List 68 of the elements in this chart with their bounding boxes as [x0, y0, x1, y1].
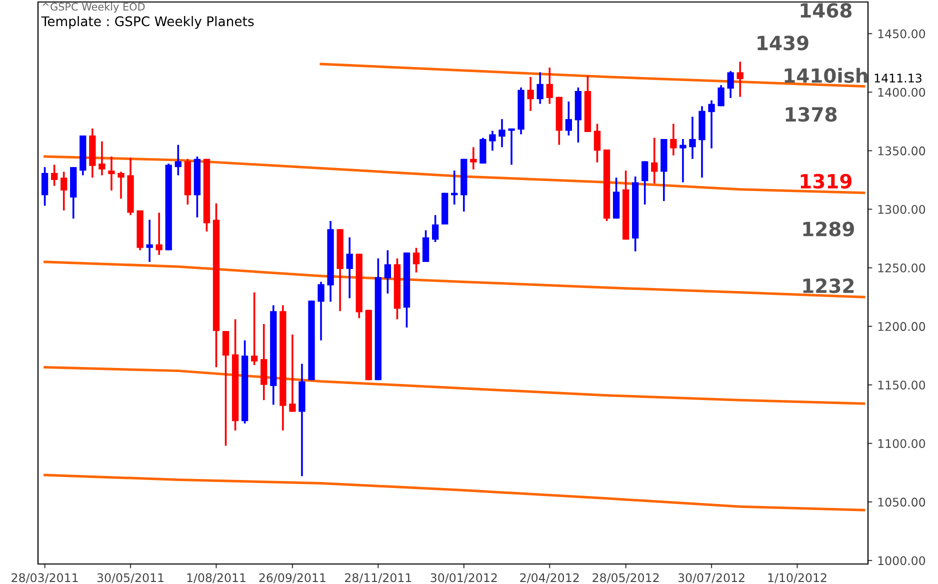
- x-tick-label: 28/03/2011: [12, 573, 78, 584]
- candlestick: [146, 218, 153, 263]
- y-tick-label: 1100.00: [878, 439, 926, 448]
- annotation: 1319: [800, 174, 852, 189]
- candlestick: [50, 164, 58, 187]
- y-tick-label: 1200.00: [878, 322, 926, 331]
- candlestick: [156, 212, 162, 256]
- candlestick: [689, 116, 696, 160]
- line-series: [44, 260, 866, 298]
- text: Template : GSPC Weekly Planets: [41, 16, 254, 29]
- x-tick-label: 2/04/2012: [520, 573, 579, 584]
- annotation: 1439: [758, 36, 808, 50]
- x-tick-label: 28/11/2011: [345, 573, 412, 584]
- y-tick-label: 1250.00: [878, 264, 926, 272]
- candlestick: [60, 170, 68, 212]
- candlestick: [670, 122, 677, 156]
- candlestick: [594, 122, 601, 164]
- candlestick: [289, 334, 296, 413]
- candlestick: [680, 138, 686, 184]
- candlestick: [565, 100, 572, 136]
- candlestick: [736, 60, 744, 98]
- candlestick: [174, 144, 182, 176]
- chart-subtitle: ^GSPC Weekly EOD: [42, 2, 145, 13]
- annotation: 1468: [800, 3, 852, 18]
- candlestick: [489, 130, 496, 152]
- candlestick: [727, 70, 734, 99]
- annotation: 1289: [803, 222, 854, 236]
- annotation: 1232: [803, 278, 854, 294]
- y-tick-label: 1300.00: [878, 204, 926, 214]
- text: 1411.13: [874, 74, 922, 83]
- x-tick-label: 1/08/2011: [187, 573, 246, 584]
- candlestick: [384, 249, 392, 294]
- x-tick-label: 30/01/2012: [430, 573, 497, 584]
- x-tick-label: 28/05/2012: [592, 573, 659, 584]
- candlestick: [318, 280, 324, 342]
- candlestick: [98, 140, 106, 176]
- y-tick-label: 1450.00: [878, 29, 926, 38]
- candlestick: [642, 160, 648, 206]
- candlestick: [708, 99, 715, 150]
- y-tick-label: 1400.00: [878, 88, 926, 97]
- line-series: [44, 155, 866, 194]
- candlestick: [508, 128, 515, 166]
- candlestick: [412, 246, 420, 274]
- candlestick: [118, 170, 124, 200]
- x-tick-label: 30/07/2012: [678, 573, 744, 584]
- candlestick: [718, 84, 724, 108]
- candlestick: [108, 156, 115, 192]
- candlestick: [470, 146, 477, 170]
- candlestick: [527, 76, 534, 112]
- y-tick-label: 1050.00: [878, 498, 926, 507]
- candlestick: [41, 166, 48, 207]
- y-tick-label: 1150.00: [878, 380, 926, 390]
- candlestick: [498, 118, 506, 148]
- annotation: 1410ish: [784, 68, 868, 83]
- candlestick: [546, 66, 553, 105]
- x-tick-label: 26/09/2011: [259, 573, 326, 584]
- x-tick-label: 1/10/2012: [768, 573, 826, 584]
- candlestick: [432, 214, 439, 243]
- y-tick-label: 1000.00: [878, 556, 926, 566]
- candlestick: [651, 136, 658, 184]
- candlestick: [536, 71, 544, 105]
- candlestick: [346, 236, 353, 300]
- x-tick-label: 30/05/2011: [97, 573, 164, 584]
- line-series: [44, 474, 866, 512]
- annotation: 1378: [786, 107, 837, 122]
- line-series: [44, 366, 866, 405]
- candlestick: [251, 291, 258, 366]
- y-tick-label: 1350.00: [878, 146, 926, 156]
